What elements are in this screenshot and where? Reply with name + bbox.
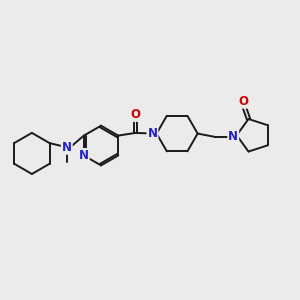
- Text: N: N: [148, 127, 158, 140]
- Text: N: N: [79, 149, 89, 162]
- Text: N: N: [62, 141, 72, 154]
- Text: N: N: [228, 130, 238, 143]
- Text: O: O: [238, 95, 248, 108]
- Text: O: O: [130, 108, 140, 121]
